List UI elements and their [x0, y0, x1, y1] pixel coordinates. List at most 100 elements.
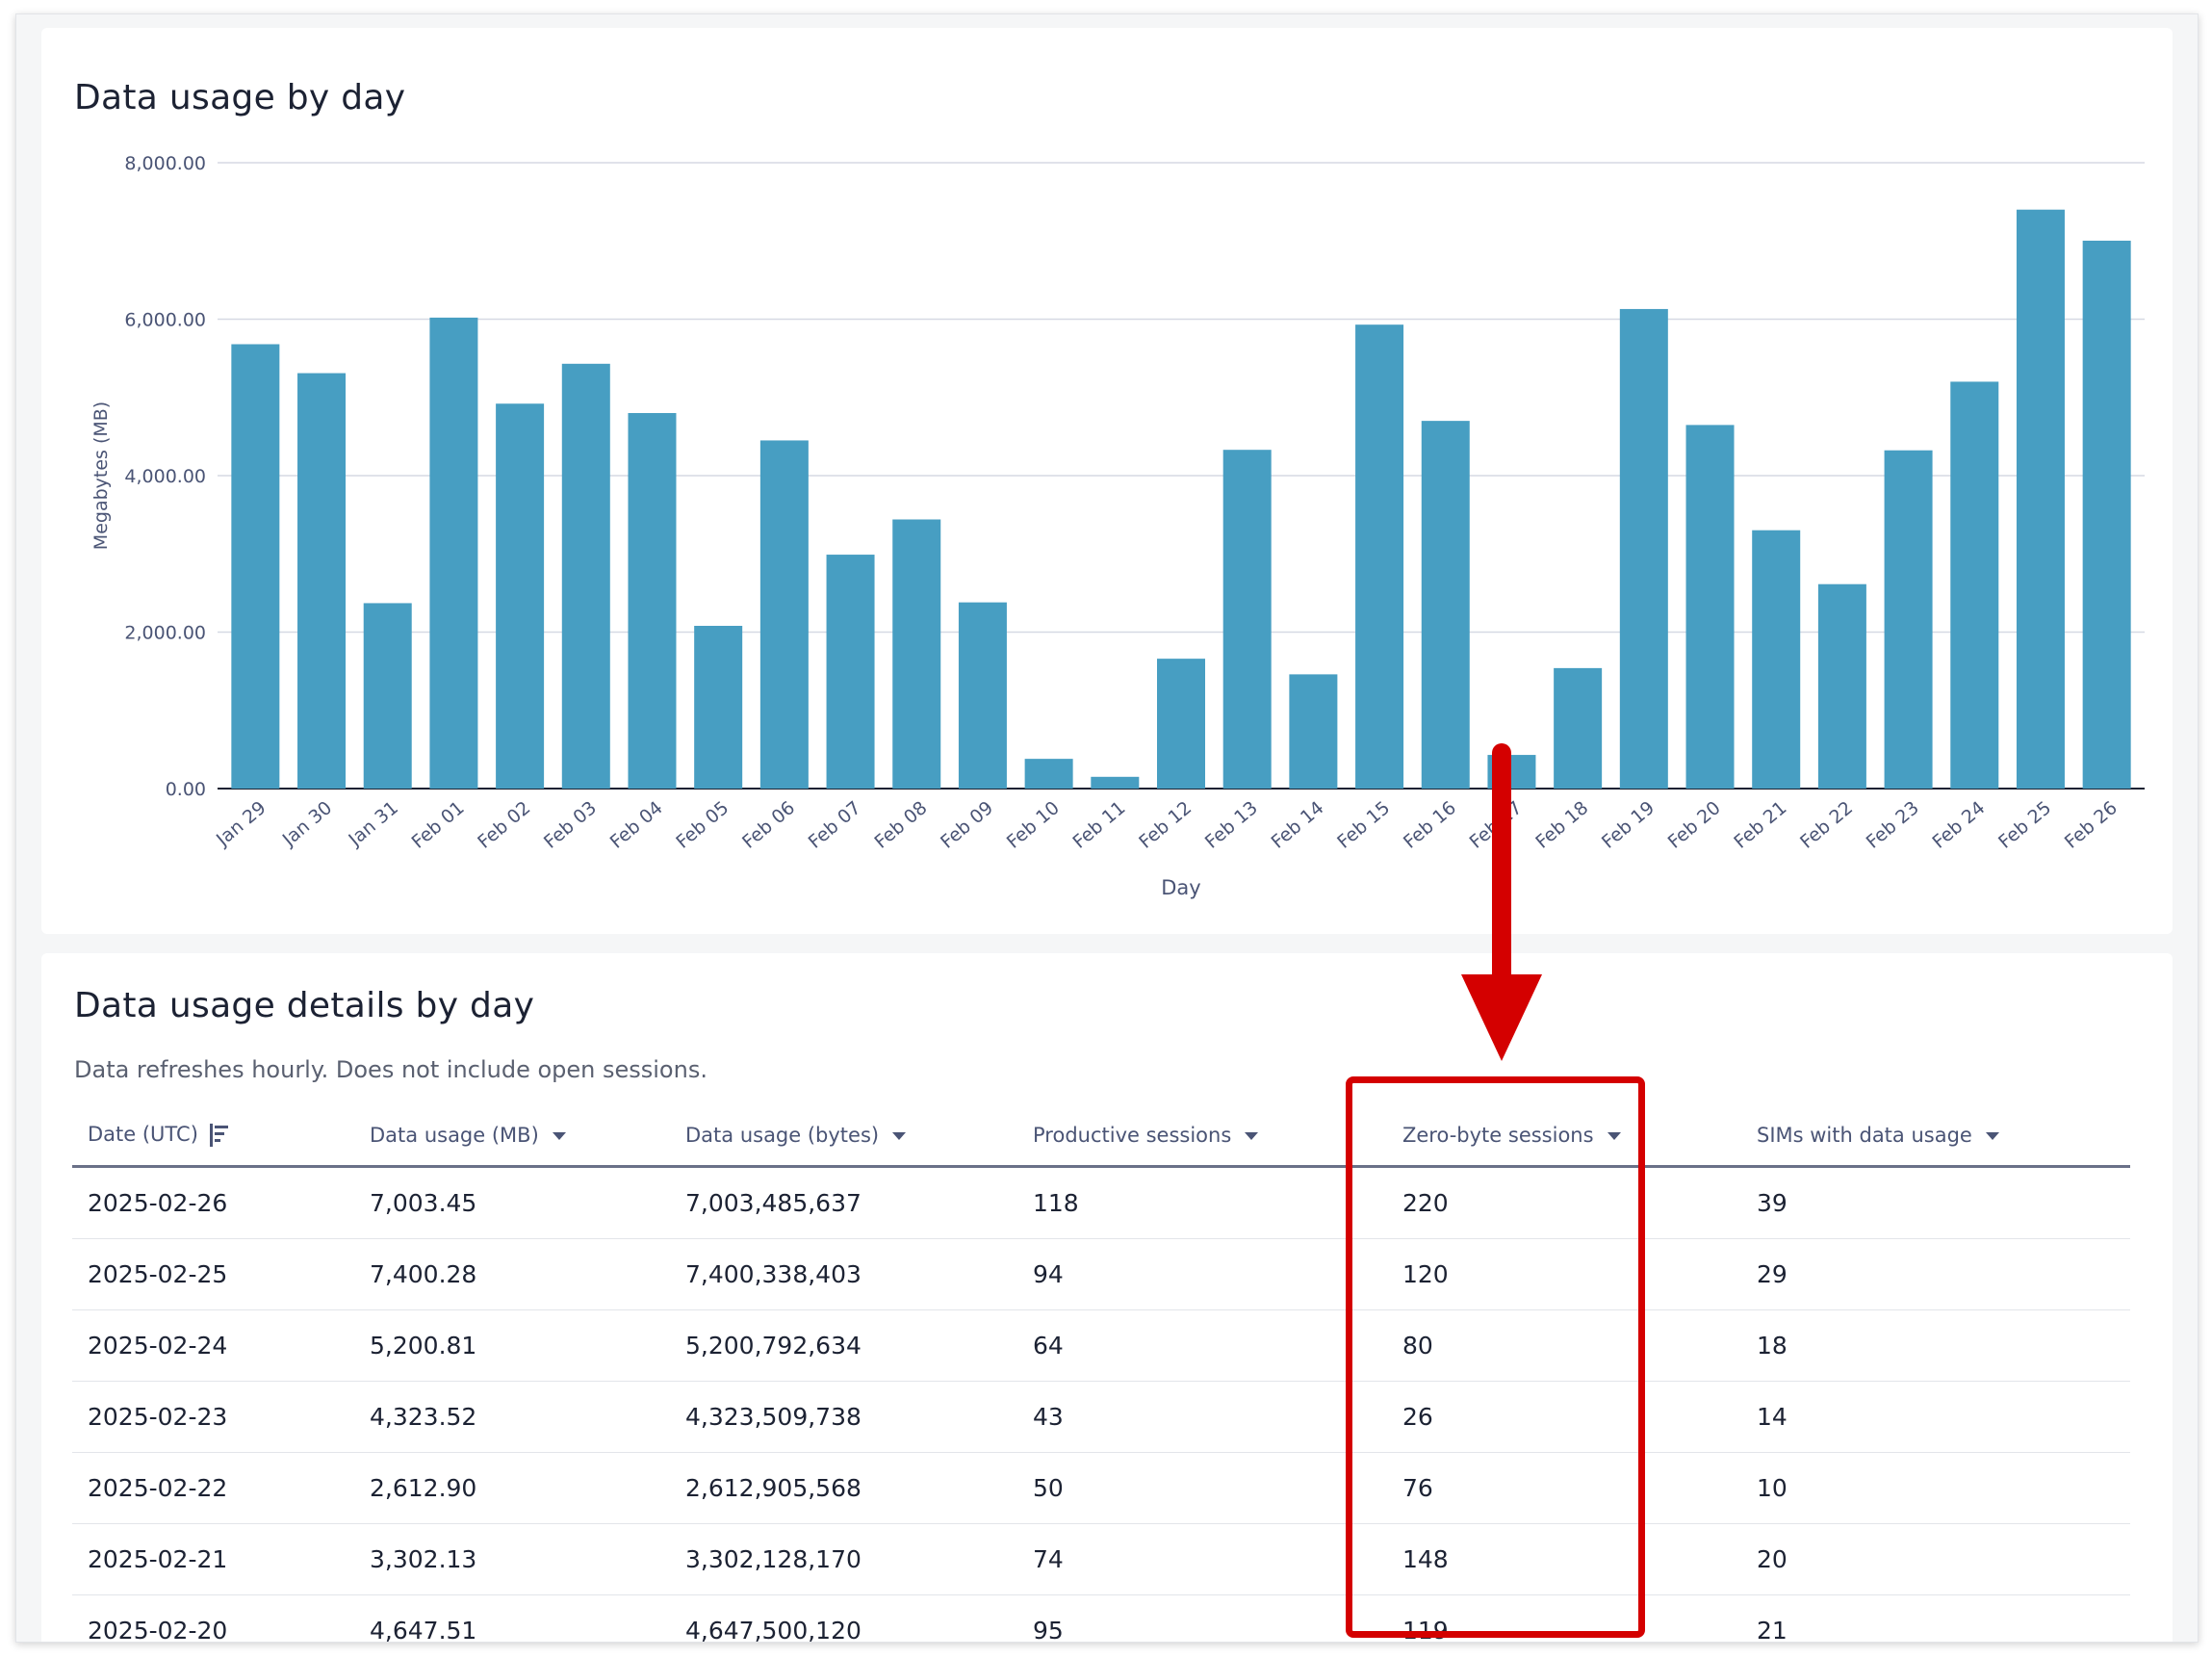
table-cell: 4,647.51 — [354, 1594, 670, 1642]
sort-descending-icon[interactable] — [208, 1122, 229, 1149]
bar — [1091, 776, 1140, 789]
zero-byte-sessions-highlight-box — [1346, 1076, 1645, 1638]
table-cell: 64 — [1017, 1309, 1387, 1382]
bar — [1355, 324, 1404, 789]
bar — [1685, 425, 1735, 789]
bar — [1024, 759, 1073, 789]
table-cell: 118 — [1017, 1166, 1387, 1239]
chart-card: Data usage by day 8,000.00 6,000.00 4,000.… — [41, 28, 2173, 934]
table-row: 2025-02-25 7,400.28 7,400,338,403 94 120 29 — [72, 1238, 2130, 1310]
table-row: 2025-02-22 2,612.90 2,612,905,568 50 76 10 — [72, 1452, 2130, 1524]
table-cell: 2025-02-26 — [72, 1166, 354, 1239]
column-header[interactable]: Data usage (bytes) — [670, 1105, 1017, 1168]
table-cell: 14 — [1741, 1381, 2130, 1453]
sort-caret-icon[interactable] — [892, 1132, 907, 1140]
table-cell: 10 — [1741, 1452, 2130, 1524]
bar — [892, 519, 941, 789]
bar — [496, 403, 545, 789]
column-header[interactable]: Zero-byte sessions — [1387, 1105, 1741, 1168]
table-cell: 50 — [1017, 1452, 1387, 1524]
column-header-label: Productive sessions — [1033, 1124, 1232, 1147]
column-header-label: SIMs with data usage — [1757, 1124, 1972, 1147]
table-cell: 7,400,338,403 — [670, 1238, 1017, 1310]
bar — [561, 363, 610, 789]
column-header[interactable]: Data usage (MB) — [354, 1105, 670, 1168]
table-cell: 7,003.45 — [354, 1166, 670, 1239]
table-cell: 2025-02-20 — [72, 1594, 354, 1642]
table-cell: 148 — [1387, 1523, 1741, 1595]
table-body: 2025-02-26 7,003.45 7,003,485,637 118 220 39 2… — [72, 1166, 2130, 1642]
column-header-label: Date (UTC) — [88, 1123, 198, 1146]
y-tick-label: 4,000.00 — [124, 466, 206, 487]
table-cell: 4,647,500,120 — [670, 1594, 1017, 1642]
bar — [1421, 421, 1470, 789]
bar — [1752, 530, 1801, 789]
bar — [1157, 659, 1205, 789]
table-cell: 5,200,792,634 — [670, 1309, 1017, 1382]
column-header-label: Data usage (MB) — [370, 1124, 539, 1147]
sort-caret-icon[interactable] — [552, 1132, 566, 1140]
bar — [363, 603, 412, 789]
table-cell: 2025-02-25 — [72, 1238, 354, 1310]
bar — [297, 373, 347, 789]
y-tick-label: 8,000.00 — [124, 153, 206, 174]
table-cell: 120 — [1387, 1238, 1741, 1310]
y-tick-label: 6,000.00 — [124, 310, 206, 331]
table-card: Data usage details by day Data refreshes… — [41, 953, 2173, 1642]
table-row: 2025-02-26 7,003.45 7,003,485,637 118 220 39 — [72, 1166, 2130, 1239]
table-row: 2025-02-23 4,323.52 4,323,509,738 43 26 14 — [72, 1381, 2130, 1453]
y-tick-label: 2,000.00 — [124, 623, 206, 644]
y-tick-label: 0.00 — [166, 779, 206, 800]
table-cell: 4,323,509,738 — [670, 1381, 1017, 1453]
table-cell: 18 — [1741, 1309, 2130, 1382]
data-usage-bar-chart: 8,000.006,000.004,000.002,000.000.00Jan … — [90, 153, 2145, 899]
bar — [231, 344, 280, 789]
table-cell: 2025-02-22 — [72, 1452, 354, 1524]
table-cell: 220 — [1387, 1166, 1741, 1239]
table-cell: 5,200.81 — [354, 1309, 670, 1382]
table-cell: 43 — [1017, 1381, 1387, 1453]
bar — [1884, 450, 1933, 789]
column-header[interactable]: Date (UTC) — [72, 1105, 354, 1168]
table-cell: 7,400.28 — [354, 1238, 670, 1310]
table-cell: 74 — [1017, 1523, 1387, 1595]
table-cell: 2025-02-24 — [72, 1309, 354, 1382]
table-cell: 94 — [1017, 1238, 1387, 1310]
bar — [429, 317, 478, 789]
table-cell: 2,612.90 — [354, 1452, 670, 1524]
table-cell: 95 — [1017, 1594, 1387, 1642]
table-row: 2025-02-20 4,647.51 4,647,500,120 95 119 21 — [72, 1594, 2130, 1642]
table-row: 2025-02-21 3,302.13 3,302,128,170 74 148 20 — [72, 1523, 2130, 1595]
bar — [1222, 450, 1272, 789]
bar — [2016, 209, 2065, 790]
table-header-row: Date (UTC) Data usage (MB) Data usage (byt… — [72, 1105, 2130, 1168]
bar — [1619, 308, 1668, 789]
sort-caret-icon[interactable] — [1245, 1132, 1259, 1140]
column-header[interactable]: Productive sessions — [1017, 1105, 1387, 1168]
sort-caret-icon[interactable] — [1607, 1132, 1621, 1140]
table-cell: 39 — [1741, 1166, 2130, 1239]
table-cell: 20 — [1741, 1523, 2130, 1595]
bar — [628, 413, 677, 789]
table-cell: 4,323.52 — [354, 1381, 670, 1453]
bar — [1289, 674, 1338, 789]
table-cell: 7,003,485,637 — [670, 1166, 1017, 1239]
table-cell: 76 — [1387, 1452, 1741, 1524]
arrow-head — [1461, 974, 1542, 1061]
column-header-label: Zero-byte sessions — [1402, 1124, 1594, 1147]
screenshot-frame: Data usage by day 8,000.00 6,000.00 4,000.… — [15, 13, 2199, 1643]
table-cell: 2,612,905,568 — [670, 1452, 1017, 1524]
sort-caret-icon[interactable] — [1985, 1132, 1999, 1140]
column-header[interactable]: SIMs with data usage — [1741, 1105, 2130, 1168]
chart-title: Data usage by day — [74, 78, 406, 117]
table-cell: 21 — [1741, 1594, 2130, 1642]
bar — [826, 555, 875, 789]
x-axis-label: Day — [1161, 876, 1200, 899]
table-title: Data usage details by day — [74, 986, 535, 1025]
table-cell: 26 — [1387, 1381, 1741, 1453]
bar — [694, 626, 743, 789]
table-cell: 2025-02-21 — [72, 1523, 354, 1595]
column-header-label: Data usage (bytes) — [685, 1124, 880, 1147]
y-axis-label: Megabytes (MB) — [90, 402, 112, 550]
